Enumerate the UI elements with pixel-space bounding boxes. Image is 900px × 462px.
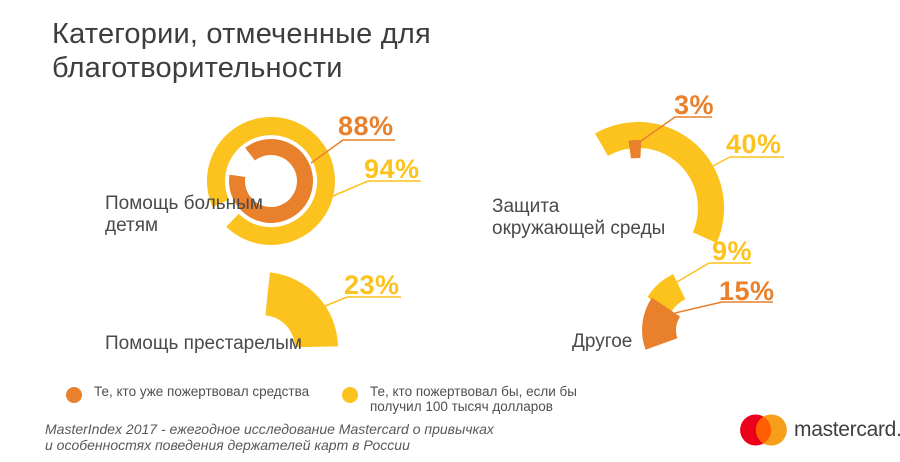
- legend-dot-potential-icon: [342, 387, 358, 403]
- legend-label-donated: Те, кто уже пожертвовал средства: [94, 384, 310, 399]
- mastercard-circles-icon: [740, 414, 787, 446]
- donut-segment: [595, 121, 725, 243]
- leader-line: [324, 296, 401, 307]
- percent-label-environment-donated: 3%: [674, 90, 715, 120]
- percent-label-children-potential: 94%: [364, 154, 420, 184]
- donut-segment: [265, 272, 338, 348]
- source-note: MasterIndex 2017 - ежегодное исследовани…: [45, 421, 494, 453]
- chart-label-other: Другое: [572, 331, 633, 352]
- percent-label-other-potential: 9%: [712, 236, 753, 266]
- legend-label-potential: Те, кто пожертвовал бы, если бы получил …: [370, 384, 577, 414]
- donut-segment: [642, 297, 681, 350]
- percent-label-elderly-potential: 23%: [344, 270, 400, 300]
- page-title: Категории, отмеченные для благотворитель…: [52, 18, 431, 84]
- legend-item-potential: Те, кто пожертвовал бы, если бы получил …: [342, 384, 602, 415]
- mastercard-wordmark: mastercard.: [794, 418, 900, 441]
- leader-line: [674, 301, 773, 314]
- mastercard-logo: mastercard.: [740, 414, 900, 446]
- leader-line: [640, 116, 712, 142]
- leader-line: [676, 262, 751, 283]
- percent-label-environment-potential: 40%: [726, 129, 782, 159]
- legend-item-donated: Те, кто уже пожертвовал средства: [66, 384, 316, 403]
- percent-label-other-donated: 15%: [719, 276, 775, 306]
- chart-label-children: Помощь больным детям: [105, 193, 263, 237]
- leader-line: [310, 139, 395, 164]
- percent-label-children-donated: 88%: [338, 111, 394, 141]
- donut-segment: [628, 140, 642, 159]
- legend-dot-donated-icon: [66, 387, 82, 403]
- donut-segment: [229, 138, 314, 223]
- chart-label-environment: Защита окружающей среды: [492, 196, 666, 240]
- leader-line: [332, 180, 421, 197]
- chart-label-elderly: Помощь престарелым: [105, 333, 302, 354]
- leader-line: [712, 156, 784, 167]
